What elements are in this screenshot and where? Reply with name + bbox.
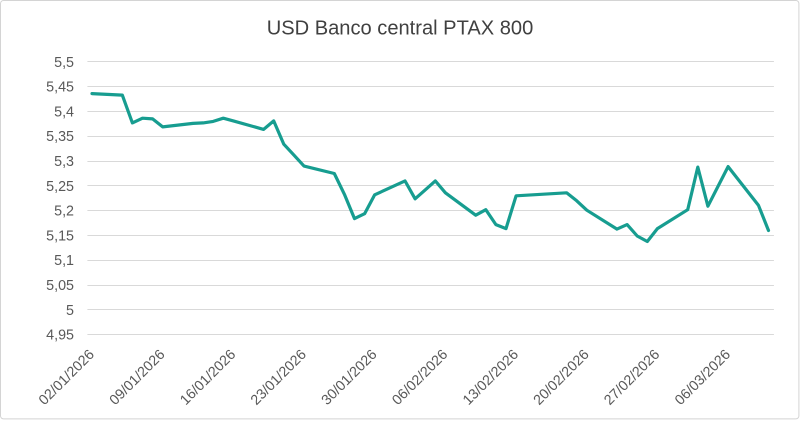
svg-text:5,45: 5,45 [46, 80, 74, 96]
svg-text:5,1: 5,1 [54, 253, 74, 269]
svg-text:5,4: 5,4 [54, 104, 74, 120]
svg-text:5,5: 5,5 [54, 55, 74, 71]
svg-text:5,2: 5,2 [54, 204, 74, 220]
svg-text:5,35: 5,35 [46, 129, 74, 145]
svg-text:USD Banco central PTAX 800: USD Banco central PTAX 800 [267, 18, 534, 40]
svg-text:5: 5 [66, 303, 74, 319]
svg-text:5,25: 5,25 [46, 179, 74, 195]
svg-text:5,05: 5,05 [46, 278, 74, 294]
svg-text:5,15: 5,15 [46, 228, 74, 244]
svg-text:4,95: 4,95 [46, 328, 74, 344]
svg-text:5,3: 5,3 [54, 154, 74, 170]
